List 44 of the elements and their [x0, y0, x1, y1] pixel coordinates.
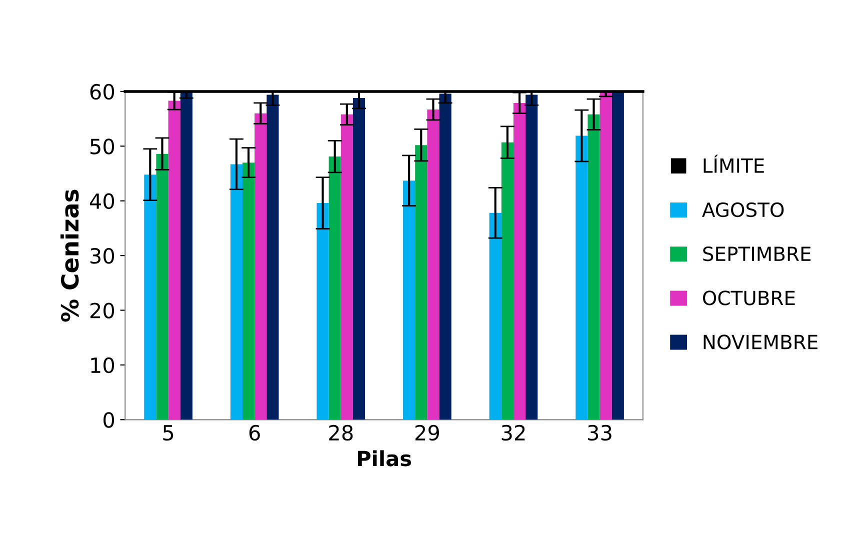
bar	[526, 94, 538, 420]
bar	[144, 174, 156, 420]
bar	[439, 94, 452, 420]
bar	[180, 92, 192, 420]
bar	[242, 162, 255, 420]
bar	[513, 102, 526, 420]
bar	[340, 114, 353, 420]
x-tick-label: 29	[415, 424, 439, 441]
bar	[501, 142, 514, 420]
legend-label: LÍMITE	[704, 154, 764, 173]
y-tick-label: 0	[104, 412, 114, 428]
x-tick-label: 28	[329, 424, 353, 441]
y-tick-label: 50	[90, 138, 114, 154]
x-tick-label: 6	[249, 424, 260, 441]
bar	[316, 203, 329, 420]
y-tick-label: 60	[90, 84, 114, 100]
bar	[328, 156, 341, 420]
bar	[352, 98, 366, 420]
x-tick-label: 32	[502, 424, 525, 441]
bar	[254, 113, 267, 420]
y-tick-label: 10	[91, 357, 114, 374]
y-tick-label: 40	[90, 193, 114, 210]
bar	[403, 180, 416, 420]
bar	[588, 114, 600, 420]
bar	[168, 100, 180, 420]
bar	[576, 136, 588, 420]
legend-label: AGOSTO	[702, 202, 784, 218]
bar	[415, 145, 428, 420]
x-tick-label: 5	[163, 425, 174, 441]
bar	[600, 91, 612, 420]
bar	[612, 91, 624, 420]
y-tick-label: 20	[90, 302, 114, 318]
x-tick-label: 33	[588, 424, 612, 441]
legend-label: SEPTIMBRE	[703, 246, 811, 262]
bar	[156, 154, 168, 420]
legend-label: OCTUBRE	[702, 290, 795, 306]
x-axis-title: Pilas	[358, 450, 412, 466]
y-axis-title: % Cenizas	[60, 190, 79, 322]
legend-label: NOVIEMBRE	[704, 334, 818, 350]
y-tick-label: 30	[90, 248, 114, 264]
bar	[489, 212, 502, 420]
bar	[230, 164, 243, 420]
bar	[266, 94, 279, 420]
bar	[427, 110, 440, 420]
